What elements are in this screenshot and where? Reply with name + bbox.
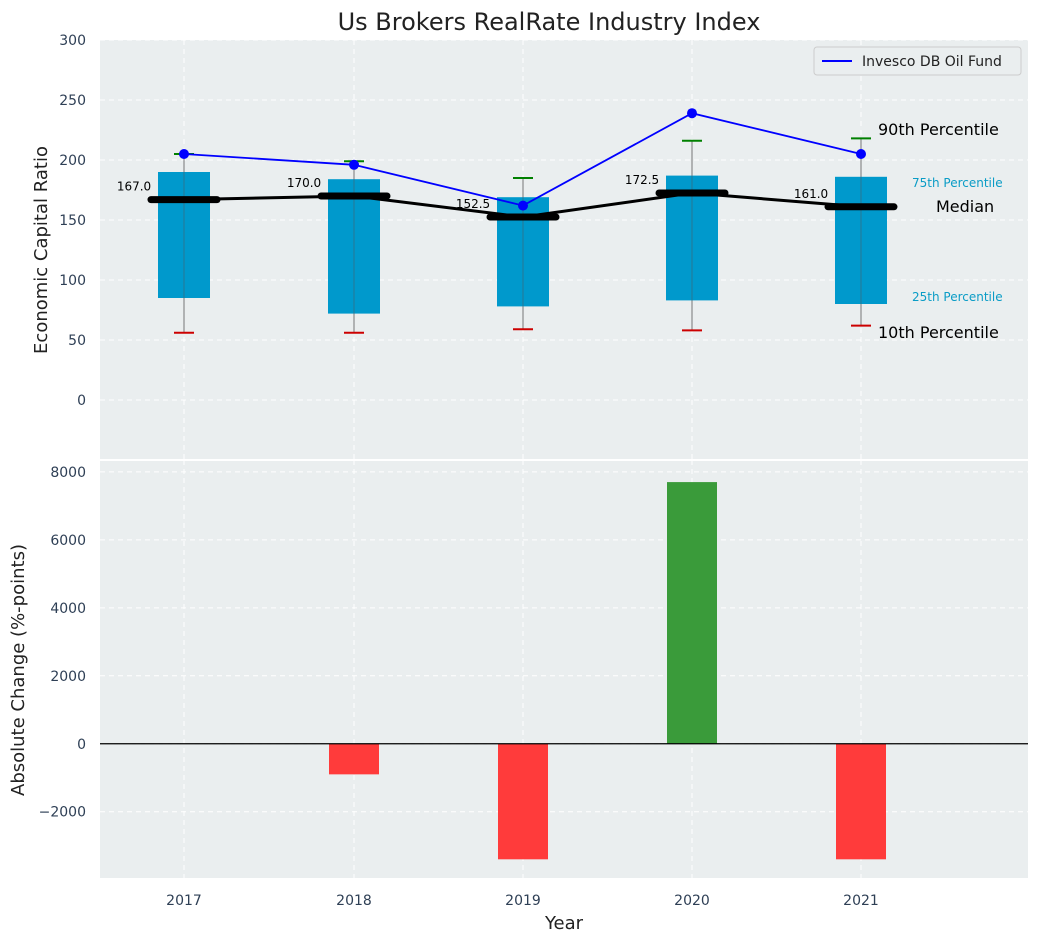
bottom-y-ticks: −2000 0 2000 4000 6000 8000 bbox=[39, 465, 86, 821]
oil-fund-point bbox=[687, 108, 697, 119]
annotation-median: Median bbox=[936, 197, 994, 216]
x-tick-label: 2021 bbox=[843, 893, 879, 909]
y-tick-label: 0 bbox=[77, 737, 86, 753]
median-value-label: 172.5 bbox=[625, 173, 659, 187]
top-y-ticks: 0 50 100 150 200 250 300 bbox=[59, 33, 86, 409]
oil-fund-point bbox=[518, 200, 528, 211]
change-bar bbox=[667, 482, 717, 744]
annotation-p75: 75th Percentile bbox=[912, 176, 1003, 190]
annotation-p90: 90th Percentile bbox=[878, 120, 999, 139]
y-tick-label: 250 bbox=[59, 93, 86, 109]
top-panel-background bbox=[100, 40, 1028, 460]
bottom-y-axis-label: Absolute Change (%-points) bbox=[8, 544, 29, 796]
oil-fund-point bbox=[349, 159, 359, 170]
legend-box bbox=[813, 46, 1022, 76]
y-tick-label: −2000 bbox=[39, 805, 86, 821]
x-tick-label: 2018 bbox=[336, 893, 372, 909]
change-bar bbox=[836, 743, 886, 860]
change-bars bbox=[329, 482, 886, 860]
x-ticks: 2017 2018 2019 2020 2021 bbox=[166, 893, 879, 909]
oil-fund-series bbox=[179, 108, 866, 211]
y-tick-label: 150 bbox=[59, 213, 86, 229]
bottom-panel-background bbox=[100, 460, 1028, 878]
y-tick-label: 300 bbox=[59, 33, 86, 49]
median-value-label: 161.0 bbox=[794, 187, 828, 201]
annotation-p10: 10th Percentile bbox=[878, 323, 999, 342]
x-axis-label: Year bbox=[544, 913, 584, 934]
y-tick-label: 2000 bbox=[50, 669, 86, 685]
y-tick-label: 200 bbox=[59, 153, 86, 169]
median-value-label: 152.5 bbox=[456, 197, 490, 211]
change-bar bbox=[498, 743, 548, 860]
y-tick-label: 100 bbox=[59, 273, 86, 289]
percentile-annotations: 90th Percentile 75th Percentile Median 2… bbox=[878, 120, 1003, 342]
oil-fund-point bbox=[856, 149, 866, 159]
legend-label-oil-fund: Invesco DB Oil Fund bbox=[862, 54, 1002, 70]
chart-title: Us Brokers RealRate Industry Index bbox=[338, 8, 761, 36]
annotation-p25: 25th Percentile bbox=[912, 290, 1003, 304]
median-value-label: 170.0 bbox=[287, 176, 321, 190]
change-bar bbox=[329, 743, 379, 775]
x-tick-label: 2020 bbox=[674, 893, 710, 909]
x-tick-label: 2019 bbox=[505, 893, 541, 909]
median-line-group: 167.0 170.0 152.5 172.5 161.0 bbox=[117, 173, 898, 221]
y-tick-label: 0 bbox=[77, 393, 86, 409]
oil-fund-point bbox=[179, 149, 189, 159]
x-tick-label: 2017 bbox=[166, 893, 202, 909]
median-value-label: 167.0 bbox=[117, 180, 151, 194]
y-tick-label: 50 bbox=[68, 333, 86, 349]
y-tick-label: 8000 bbox=[50, 465, 86, 481]
y-tick-label: 4000 bbox=[50, 601, 86, 617]
top-boxes bbox=[158, 137, 887, 334]
top-y-axis-label: Economic Capital Ratio bbox=[31, 146, 52, 354]
legend: Invesco DB Oil Fund bbox=[813, 46, 1022, 76]
y-tick-label: 6000 bbox=[50, 533, 86, 549]
